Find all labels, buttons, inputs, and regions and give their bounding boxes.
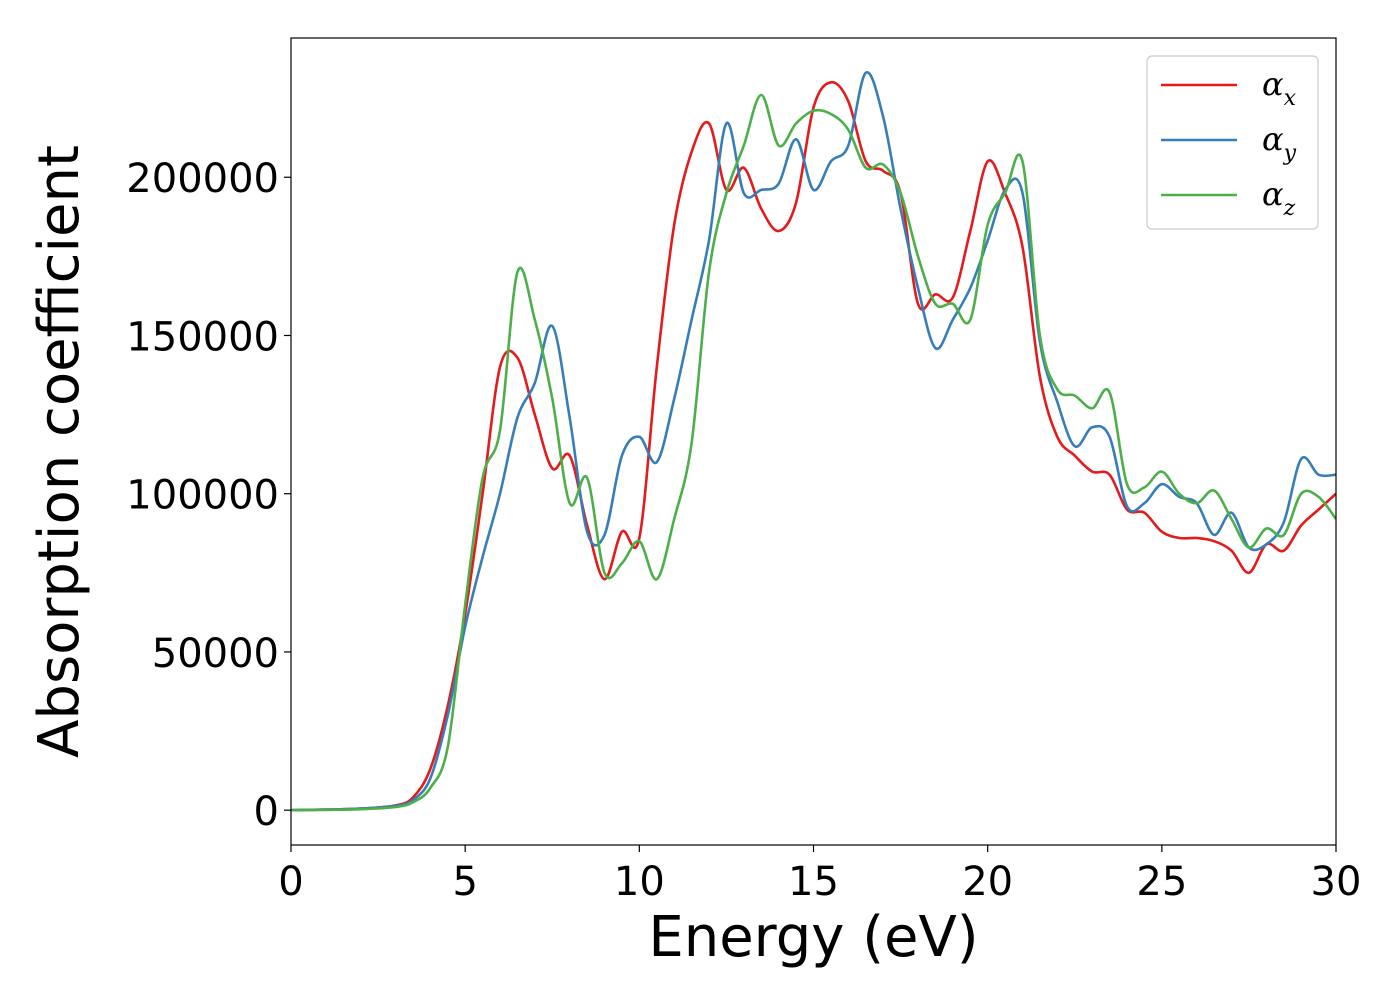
legend-box — [1146, 55, 1319, 230]
y-tick-label: 0 — [254, 789, 279, 835]
x-axis-label: Energy (eV) — [648, 905, 978, 970]
x-tick-label: 0 — [278, 859, 303, 905]
x-tick-label: 10 — [614, 859, 665, 905]
y-tick-label: 200000 — [126, 156, 279, 202]
x-tick-label: 25 — [1136, 859, 1187, 905]
x-tick-label: 15 — [788, 859, 839, 905]
x-tick-label: 20 — [962, 859, 1013, 905]
series-line-alpha-z — [291, 93, 1336, 812]
y-axis-label: Absorption coefficient — [27, 145, 92, 758]
y-tick-label: 150000 — [126, 314, 279, 360]
legend-label-subscript: z — [1283, 196, 1296, 221]
legend-label-subscript: y — [1283, 141, 1297, 166]
legend-label-alpha-y: αy — [1262, 120, 1297, 166]
y-tick-label: 100000 — [126, 473, 279, 519]
legend-label-symbol: α — [1262, 120, 1284, 158]
legend-label-alpha-x: αx — [1262, 65, 1297, 111]
x-tick-label: 5 — [452, 859, 477, 905]
y-axis: 0 50000 100000 150000 200000 — [126, 156, 291, 835]
legend-label-subscript: x — [1284, 86, 1297, 111]
series-layer — [291, 71, 1336, 812]
x-axis: 0 5 10 15 20 25 30 — [278, 845, 1361, 905]
legend-label-symbol: α — [1262, 175, 1284, 213]
legend-label-symbol: α — [1262, 65, 1284, 103]
y-tick-label: 50000 — [152, 631, 279, 677]
series-line-alpha-y — [291, 71, 1336, 812]
legend-label-alpha-z: αz — [1262, 175, 1296, 221]
x-tick-label: 30 — [1311, 859, 1362, 905]
series-line-alpha-x — [291, 80, 1336, 812]
